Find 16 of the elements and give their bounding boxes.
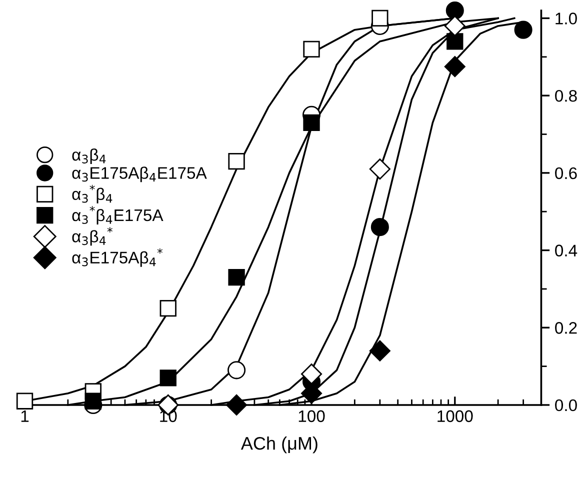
legend-label: α$_{3}$E175Aβ$_{4}$E175A (72, 166, 207, 182)
y-tick-label: 0.6 (555, 167, 577, 180)
x-axis-title: ACh (μM) (240, 436, 318, 454)
legend-label: α$_{3}$β$_{4}$ (72, 148, 106, 164)
x-tick-label: 1 (21, 410, 29, 422)
x-tick-label: 1000 (438, 410, 473, 422)
y-tick-label: 0.0 (555, 399, 577, 412)
x-tick-label: 100 (298, 410, 325, 422)
y-tick-label: 0.8 (555, 90, 577, 102)
y-tick-label: 1.0 (556, 12, 577, 24)
y-tick-label: 0.4 (555, 244, 578, 256)
legend-label: α$_{3}$β$_{4}$$^{*}$ (72, 227, 112, 246)
legend-label: α$_{3}$$^{*}$β$_{4}$E175A (72, 206, 164, 224)
legend-label: α$_{3}$E175Aβ$_{4}$$^{*}$ (72, 248, 163, 267)
legend-label: α$_{3}$$^{*}$β$_{4}$ (72, 184, 112, 204)
y-tick-label: 0.2 (555, 322, 577, 334)
